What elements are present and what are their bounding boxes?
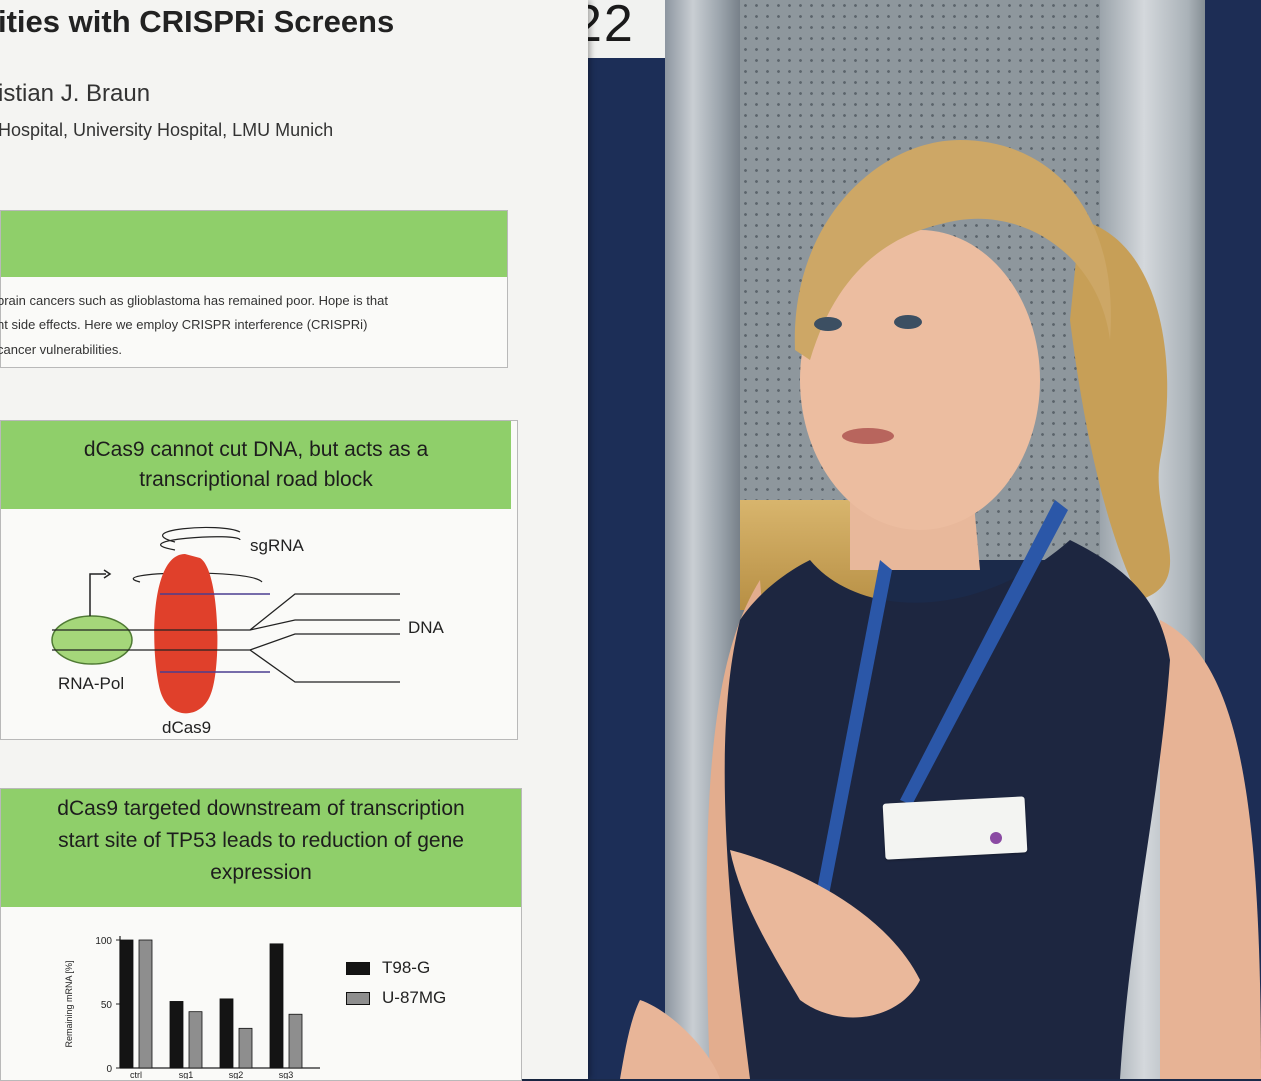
sgrna-loop [162, 526, 241, 543]
dcas9-heading-line1: dCas9 cannot cut DNA, but acts as a [83, 438, 429, 461]
promoter-arrow [89, 573, 106, 616]
right-arm [1160, 620, 1261, 1079]
y-tick-label: 50 [101, 1000, 113, 1011]
rna-pol-shape [51, 615, 133, 665]
legend-swatch-u87mg [346, 992, 370, 1006]
bar-u87mg-sg1 [188, 1011, 203, 1069]
poster-authors: istian J. Braun [0, 80, 151, 107]
poster-title: ities with CRISPRi Screens [0, 4, 395, 39]
intro-panel: brain cancers such as glioblastoma has r… [0, 210, 508, 368]
face [800, 230, 1040, 530]
legend-item-u87mg: U-87MG [346, 988, 446, 1008]
tp53-heading: dCas9 targeted downstream of transcripti… [1, 789, 521, 907]
y-axis-label: Remaining mRNA [%] [64, 960, 74, 1047]
dna-label: DNA [408, 618, 444, 637]
dcas9-heading-line2: transcriptional road block [139, 468, 373, 491]
tp53-heading-line2: start site of TP53 leads to reduction of… [58, 829, 464, 852]
left-eye [814, 317, 842, 331]
mouth [842, 428, 894, 444]
legend-label-u87mg: U-87MG [382, 988, 447, 1007]
rnapol-label: RNA-Pol [58, 674, 125, 693]
tp53-panel: dCas9 targeted downstream of transcripti… [0, 788, 522, 1081]
x-tick-label: ctrl [130, 1070, 142, 1079]
mrna-bar-chart: 0 50 100 Remaining mRNA [%] ctrl sg1 sg2 sg3 [64, 936, 320, 1079]
left-hand [620, 1000, 720, 1079]
bar-t98g-sg1 [169, 1001, 184, 1069]
legend-label-t98g: T98-G [382, 958, 431, 977]
dna-strand [52, 649, 400, 683]
dna-strand [249, 633, 400, 651]
dcas9-label: dCas9 [162, 718, 212, 737]
right-eye [894, 315, 922, 329]
x-tick-label: sg1 [179, 1070, 194, 1079]
lanyard [815, 560, 892, 900]
legend-swatch-t98g [346, 962, 370, 976]
poster-affiliation: Hospital, University Hospital, LMU Munic… [0, 120, 334, 140]
y-tick-label: 0 [106, 1064, 112, 1075]
dcas9-heading: dCas9 cannot cut DNA, but acts as a tran… [1, 421, 511, 509]
bar-u87mg-ctrl [138, 939, 153, 1069]
dna-strand [52, 593, 400, 631]
tp53-heading-line3: expression [210, 861, 312, 884]
intro-text-line: brain cancers such as glioblastoma has r… [0, 293, 388, 308]
sgrna-loop [160, 536, 241, 551]
name-badge [882, 796, 1028, 860]
badge-logo [990, 832, 1002, 844]
bar-u87mg-sg3 [288, 1013, 303, 1069]
dna-strand [249, 619, 400, 631]
bar-t98g-sg2 [219, 998, 234, 1069]
right-hand [730, 850, 920, 1018]
dcas9-shape [154, 554, 218, 714]
dcas9-diagram [51, 526, 400, 714]
intro-header-bar [1, 211, 507, 277]
bar-u87mg-sg2 [238, 1027, 253, 1069]
x-tick-label: sg3 [279, 1070, 294, 1079]
legend-item-t98g: T98-G [346, 958, 430, 978]
intro-text-line: nt side effects. Here we employ CRISPR i… [0, 317, 368, 332]
y-tick-label: 100 [95, 936, 112, 947]
presenter [620, 140, 1261, 1079]
ponytail [1070, 220, 1171, 600]
sgrna-label: sgRNA [250, 536, 304, 555]
intro-text-line: cancer vulnerabilities. [0, 342, 123, 357]
scientific-poster: ities with CRISPRi Screens istian J. Bra… [0, 0, 588, 1081]
hair [794, 140, 1111, 360]
tp53-heading-line1: dCas9 targeted downstream of transcripti… [57, 797, 465, 820]
x-tick-label: sg2 [229, 1070, 244, 1079]
bar-t98g-sg3 [269, 943, 284, 1069]
lanyard [900, 500, 1068, 805]
bar-t98g-ctrl [119, 939, 134, 1069]
